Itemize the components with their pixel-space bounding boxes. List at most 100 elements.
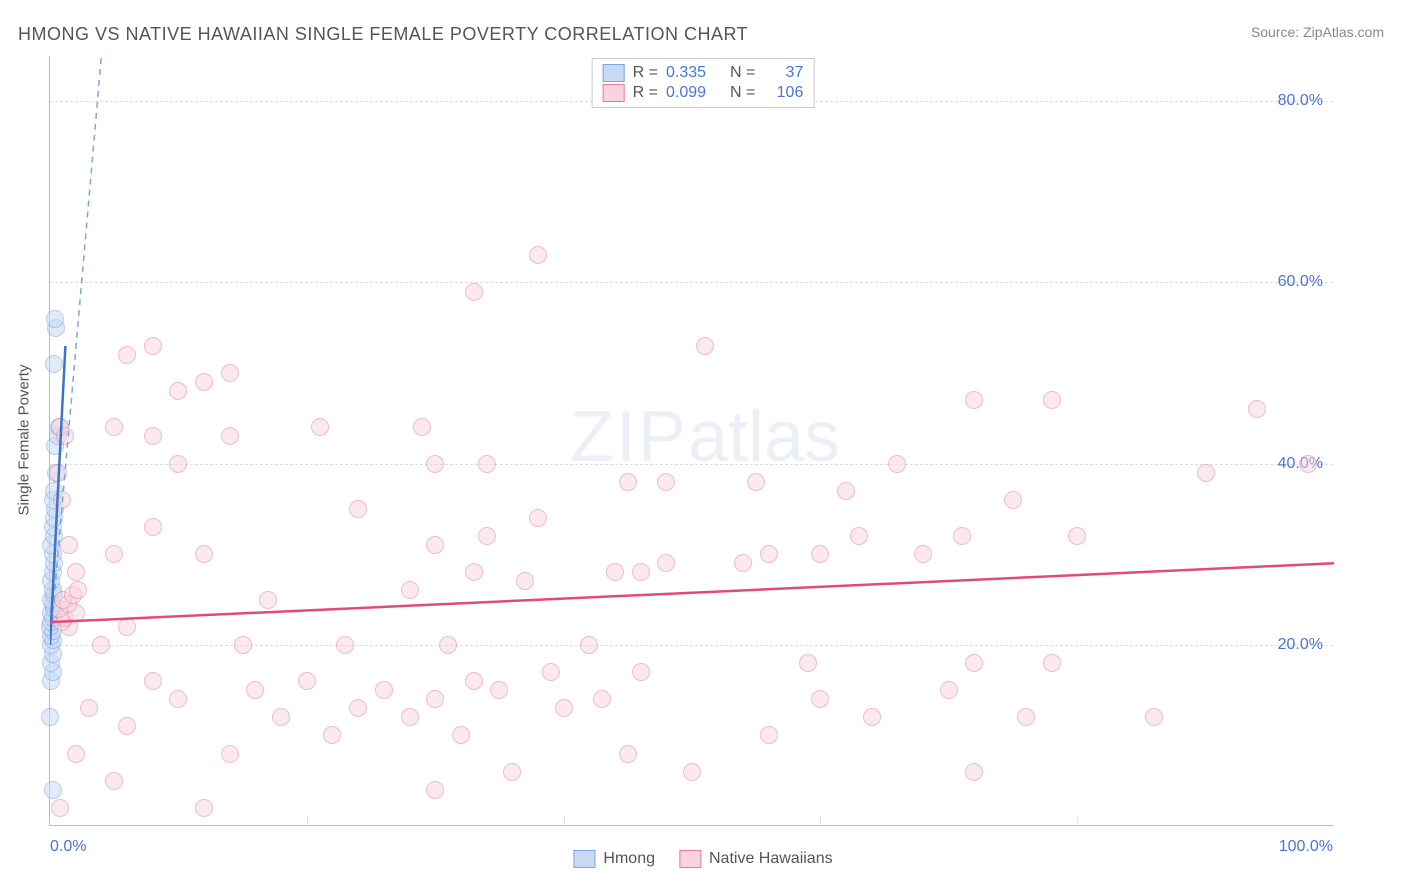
- data-point-hawaiian: [349, 500, 367, 518]
- legend-n-value-hawaiian: 106: [763, 84, 803, 102]
- data-point-hmong: [41, 708, 59, 726]
- data-point-hawaiian: [619, 473, 637, 491]
- y-tick-label: 20.0%: [1278, 636, 1323, 654]
- scatter-plot-area: ZIPatlas 20.0%40.0%60.0%80.0%0.0%100.0%: [49, 56, 1333, 826]
- data-point-hawaiian: [105, 545, 123, 563]
- data-point-hawaiian: [1043, 391, 1061, 409]
- data-point-hawaiian: [940, 681, 958, 699]
- data-point-hawaiian: [657, 473, 675, 491]
- data-point-hawaiian: [965, 391, 983, 409]
- data-point-hawaiian: [426, 455, 444, 473]
- data-point-hawaiian: [811, 545, 829, 563]
- data-point-hawaiian: [760, 726, 778, 744]
- data-point-hawaiian: [80, 699, 98, 717]
- data-point-hawaiian: [169, 455, 187, 473]
- data-point-hawaiian: [60, 536, 78, 554]
- trend-line: [50, 563, 1334, 622]
- x-tick-label: 100.0%: [1279, 838, 1333, 856]
- data-point-hawaiian: [465, 672, 483, 690]
- x-tick-mark: [1077, 816, 1078, 826]
- data-point-hawaiian: [298, 672, 316, 690]
- data-point-hawaiian: [593, 690, 611, 708]
- data-point-hawaiian: [439, 636, 457, 654]
- source-prefix: Source:: [1251, 24, 1303, 40]
- data-point-hawaiian: [478, 455, 496, 473]
- data-point-hawaiian: [67, 745, 85, 763]
- chart-title: HMONG VS NATIVE HAWAIIAN SINGLE FEMALE P…: [18, 24, 748, 45]
- series-swatch-hmong: [573, 850, 595, 868]
- data-point-hawaiian: [888, 455, 906, 473]
- data-point-hawaiian: [1145, 708, 1163, 726]
- data-point-hawaiian: [195, 545, 213, 563]
- data-point-hawaiian: [311, 418, 329, 436]
- legend-swatch-hawaiian: [603, 84, 625, 102]
- data-point-hawaiian: [1197, 464, 1215, 482]
- correlation-legend: R =0.335N =37R =0.099N =106: [592, 58, 815, 108]
- series-legend: Hmong Native Hawaiians: [573, 850, 832, 868]
- data-point-hawaiian: [516, 572, 534, 590]
- data-point-hawaiian: [734, 554, 752, 572]
- legend-n-label: N =: [730, 84, 755, 102]
- x-tick-label: 0.0%: [50, 838, 86, 856]
- data-point-hawaiian: [580, 636, 598, 654]
- source-name: ZipAtlas.com: [1303, 24, 1384, 40]
- data-point-hawaiian: [426, 536, 444, 554]
- data-point-hawaiian: [118, 717, 136, 735]
- data-point-hawaiian: [221, 745, 239, 763]
- data-point-hawaiian: [914, 545, 932, 563]
- data-point-hawaiian: [426, 690, 444, 708]
- data-point-hawaiian: [221, 427, 239, 445]
- data-point-hawaiian: [529, 246, 547, 264]
- series-label-hmong: Hmong: [603, 850, 655, 868]
- legend-r-value-hmong: 0.335: [666, 64, 722, 82]
- data-point-hawaiian: [118, 618, 136, 636]
- data-point-hawaiian: [51, 799, 69, 817]
- data-point-hawaiian: [478, 527, 496, 545]
- data-point-hawaiian: [529, 509, 547, 527]
- source-attribution: Source: ZipAtlas.com: [1251, 24, 1384, 40]
- y-tick-label: 80.0%: [1278, 92, 1323, 110]
- data-point-hawaiian: [195, 373, 213, 391]
- data-point-hawaiian: [49, 464, 67, 482]
- y-tick-label: 60.0%: [1278, 273, 1323, 291]
- data-point-hawaiian: [401, 708, 419, 726]
- data-point-hawaiian: [144, 518, 162, 536]
- data-point-hawaiian: [837, 482, 855, 500]
- data-point-hawaiian: [272, 708, 290, 726]
- trend-lines: [50, 56, 1334, 826]
- data-point-hawaiian: [105, 418, 123, 436]
- data-point-hawaiian: [413, 418, 431, 436]
- data-point-hawaiian: [118, 346, 136, 364]
- legend-n-label: N =: [730, 64, 755, 82]
- data-point-hawaiian: [221, 364, 239, 382]
- data-point-hawaiian: [953, 527, 971, 545]
- data-point-hmong: [45, 355, 63, 373]
- data-point-hawaiian: [1248, 400, 1266, 418]
- data-point-hmong: [46, 310, 64, 328]
- data-point-hawaiian: [1043, 654, 1061, 672]
- data-point-hawaiian: [799, 654, 817, 672]
- data-point-hawaiian: [234, 636, 252, 654]
- series-legend-item-hmong: Hmong: [573, 850, 655, 868]
- data-point-hawaiian: [259, 591, 277, 609]
- data-point-hawaiian: [465, 563, 483, 581]
- legend-r-label: R =: [633, 64, 658, 82]
- data-point-hawaiian: [323, 726, 341, 744]
- data-point-hawaiian: [336, 636, 354, 654]
- series-legend-item-hawaiian: Native Hawaiians: [679, 850, 833, 868]
- data-point-hawaiian: [67, 563, 85, 581]
- legend-n-value-hmong: 37: [763, 64, 803, 82]
- data-point-hawaiian: [760, 545, 778, 563]
- series-swatch-hawaiian: [679, 850, 701, 868]
- data-point-hawaiian: [811, 690, 829, 708]
- data-point-hawaiian: [657, 554, 675, 572]
- data-point-hawaiian: [747, 473, 765, 491]
- legend-row-hmong: R = 0.335 N = 37: [603, 63, 804, 83]
- data-point-hawaiian: [53, 491, 71, 509]
- gridline-horizontal: [50, 282, 1333, 283]
- data-point-hawaiian: [696, 337, 714, 355]
- data-point-hawaiian: [863, 708, 881, 726]
- data-point-hawaiian: [632, 563, 650, 581]
- data-point-hawaiian: [56, 427, 74, 445]
- data-point-hawaiian: [683, 763, 701, 781]
